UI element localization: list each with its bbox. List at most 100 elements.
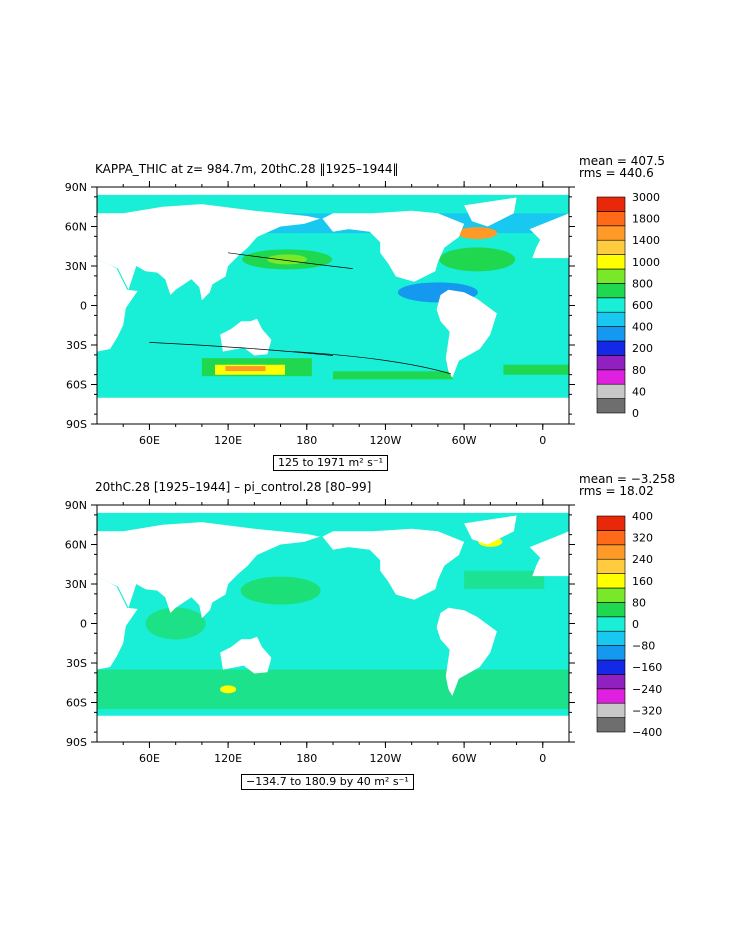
land-mask [322,210,465,282]
colorbar-swatch [596,616,626,632]
panel2-rms: rms = 18.02 [579,484,654,498]
x-tick-label: 0 [539,752,546,765]
colorbar-label: −400 [632,726,662,739]
y-tick-label: 0 [80,300,87,313]
field-band [464,570,545,589]
land-mask [97,259,138,352]
field-band [333,371,453,380]
field-blob [267,254,308,265]
colorbar-label: 600 [632,299,653,312]
colorbar-swatch [596,297,626,313]
field-blob [439,247,516,272]
colorbar-swatch [596,254,626,270]
land-mask [97,577,138,670]
land-mask [529,213,569,259]
x-tick-label: 180 [296,434,317,447]
colorbar-label: 320 [632,532,653,545]
colorbar-swatch [596,225,626,241]
field-blob [240,576,321,605]
land-mask [97,715,569,742]
colorbar-swatch [596,674,626,690]
colorbar-swatch [596,355,626,371]
y-tick-label: 60S [66,697,87,710]
y-tick-label: 0 [80,618,87,631]
colorbar-label: 1000 [632,256,660,269]
colorbar-label: 400 [632,510,653,523]
colorbar-label: 0 [632,407,639,420]
panel1-mean: mean = 407.5 [579,154,666,168]
colorbar-swatch [596,558,626,574]
colorbar-swatch [596,283,626,299]
x-tick-label: 180 [296,752,317,765]
colorbar-label: −80 [632,640,655,653]
panel1-field [97,187,569,424]
colorbar-swatch [596,383,626,399]
colorbar-swatch [596,398,626,414]
land-mask [464,515,517,545]
x-tick-label: 60E [139,434,160,447]
y-tick-label: 90S [66,418,87,431]
colorbar-label: 400 [632,321,653,334]
colorbar-swatch [596,717,626,733]
colorbar-label: −240 [632,683,662,696]
x-tick-label: 120W [370,434,402,447]
panel2-mean: mean = −3.258 [579,472,676,486]
colorbar-swatch [596,311,626,327]
x-tick-label: 60W [452,434,477,447]
contour-line [228,252,353,269]
colorbar-swatch [596,587,626,603]
land-mask [436,289,497,378]
y-tick-label: 90S [66,736,87,749]
panel1-colorbar: 0 40 80 200 400 600 800 1000 1400 1800 3000 [596,191,660,420]
x-tick-label: 120E [214,434,242,447]
land-mask [529,531,569,577]
land-mask [464,197,517,227]
panel1-rms: rms = 440.6 [579,166,654,180]
x-tick-label: 0 [539,434,546,447]
panel2-range-box: −134.7 to 180.9 by 40 m² s⁻¹ [241,774,414,790]
field-blob [457,227,498,240]
colorbar-swatch [596,515,626,531]
land-mask [322,528,465,600]
colorbar-label: 800 [632,277,653,290]
land-mask [97,187,569,195]
land-mask [436,607,497,696]
colorbar-swatch [596,659,626,675]
y-tick-label: 60N [65,221,87,234]
colorbar-swatch [596,544,626,560]
field-band [225,366,266,372]
y-tick-label: 60S [66,379,87,392]
land-mask [97,505,569,513]
colorbar-label: 1800 [632,213,660,226]
colorbar-label: −160 [632,661,662,674]
land-mask [220,318,272,356]
colorbar-swatch [596,573,626,589]
colorbar-swatch [596,340,626,356]
panel2-colorbar: −400 −320 −240 −160 −80 0 80 160 240 320 400 [596,510,662,739]
panel1-title: KAPPA_THIC at z= 984.7m, 20thC.28 ‖1925–… [95,162,399,176]
colorbar-swatch [596,369,626,385]
y-tick-label: 30S [66,339,87,352]
y-tick-label: 90N [65,181,87,194]
panel2-field [97,505,569,742]
colorbar-label: 240 [632,553,653,566]
y-tick-label: 30S [66,657,87,670]
colorbar-label: 0 [632,618,639,631]
colorbar-label: 80 [632,596,646,609]
y-tick-label: 60N [65,539,87,552]
land-mask [220,636,272,674]
contour-line [149,342,334,356]
colorbar-swatch [596,530,626,546]
panel1-map: 90N 60N 30N 0 30S 60S 90S 60E 120E 180 120W 60W 0 [65,181,575,447]
colorbar-swatch [596,268,626,284]
colorbar-swatch [596,326,626,342]
field-blob [145,607,206,640]
colorbar-swatch [596,211,626,227]
y-tick-label: 90N [65,499,87,512]
x-tick-label: 60W [452,752,477,765]
colorbar-swatch [596,196,626,212]
colorbar-swatch [596,630,626,646]
colorbar-swatch [596,645,626,661]
colorbar-label: 200 [632,342,653,355]
